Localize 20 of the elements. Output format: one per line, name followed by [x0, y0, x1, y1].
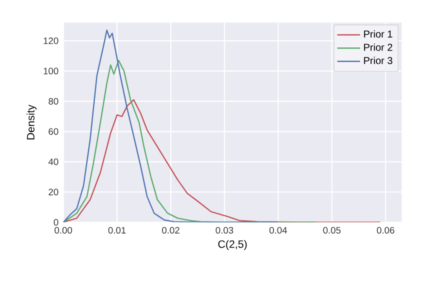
y-tick-label: 80 [48, 98, 58, 105]
x-axis-title: $C(2,5)$ [218, 240, 247, 250]
x-tick-label: 0.05 [323, 226, 341, 234]
y-tick-label: 60 [48, 128, 58, 135]
y-tick-label: 20 [48, 188, 58, 196]
legend-label: Prior 3 [364, 56, 392, 64]
x-tick-label: 0.01 [108, 226, 126, 234]
legend-label: Prior 1 [364, 30, 392, 38]
legend-label: Prior 2 [364, 44, 392, 51]
y-tick-label: 0 [54, 218, 58, 226]
y-tick-label: 100 [44, 68, 58, 74]
y-tick-label: 40 [48, 158, 58, 166]
x-tick-label: 0.02 [162, 226, 180, 234]
y-axis-title: Density [26, 104, 37, 140]
x-tick-label: 0.03 [216, 226, 234, 234]
x-tick-label: 0.06 [376, 226, 394, 234]
line-series [63, 30, 279, 222]
y-tick-label: 120 [44, 38, 58, 44]
x-tick-label: 0.00 [54, 226, 72, 234]
x-tick-label: 0.04 [269, 226, 287, 234]
